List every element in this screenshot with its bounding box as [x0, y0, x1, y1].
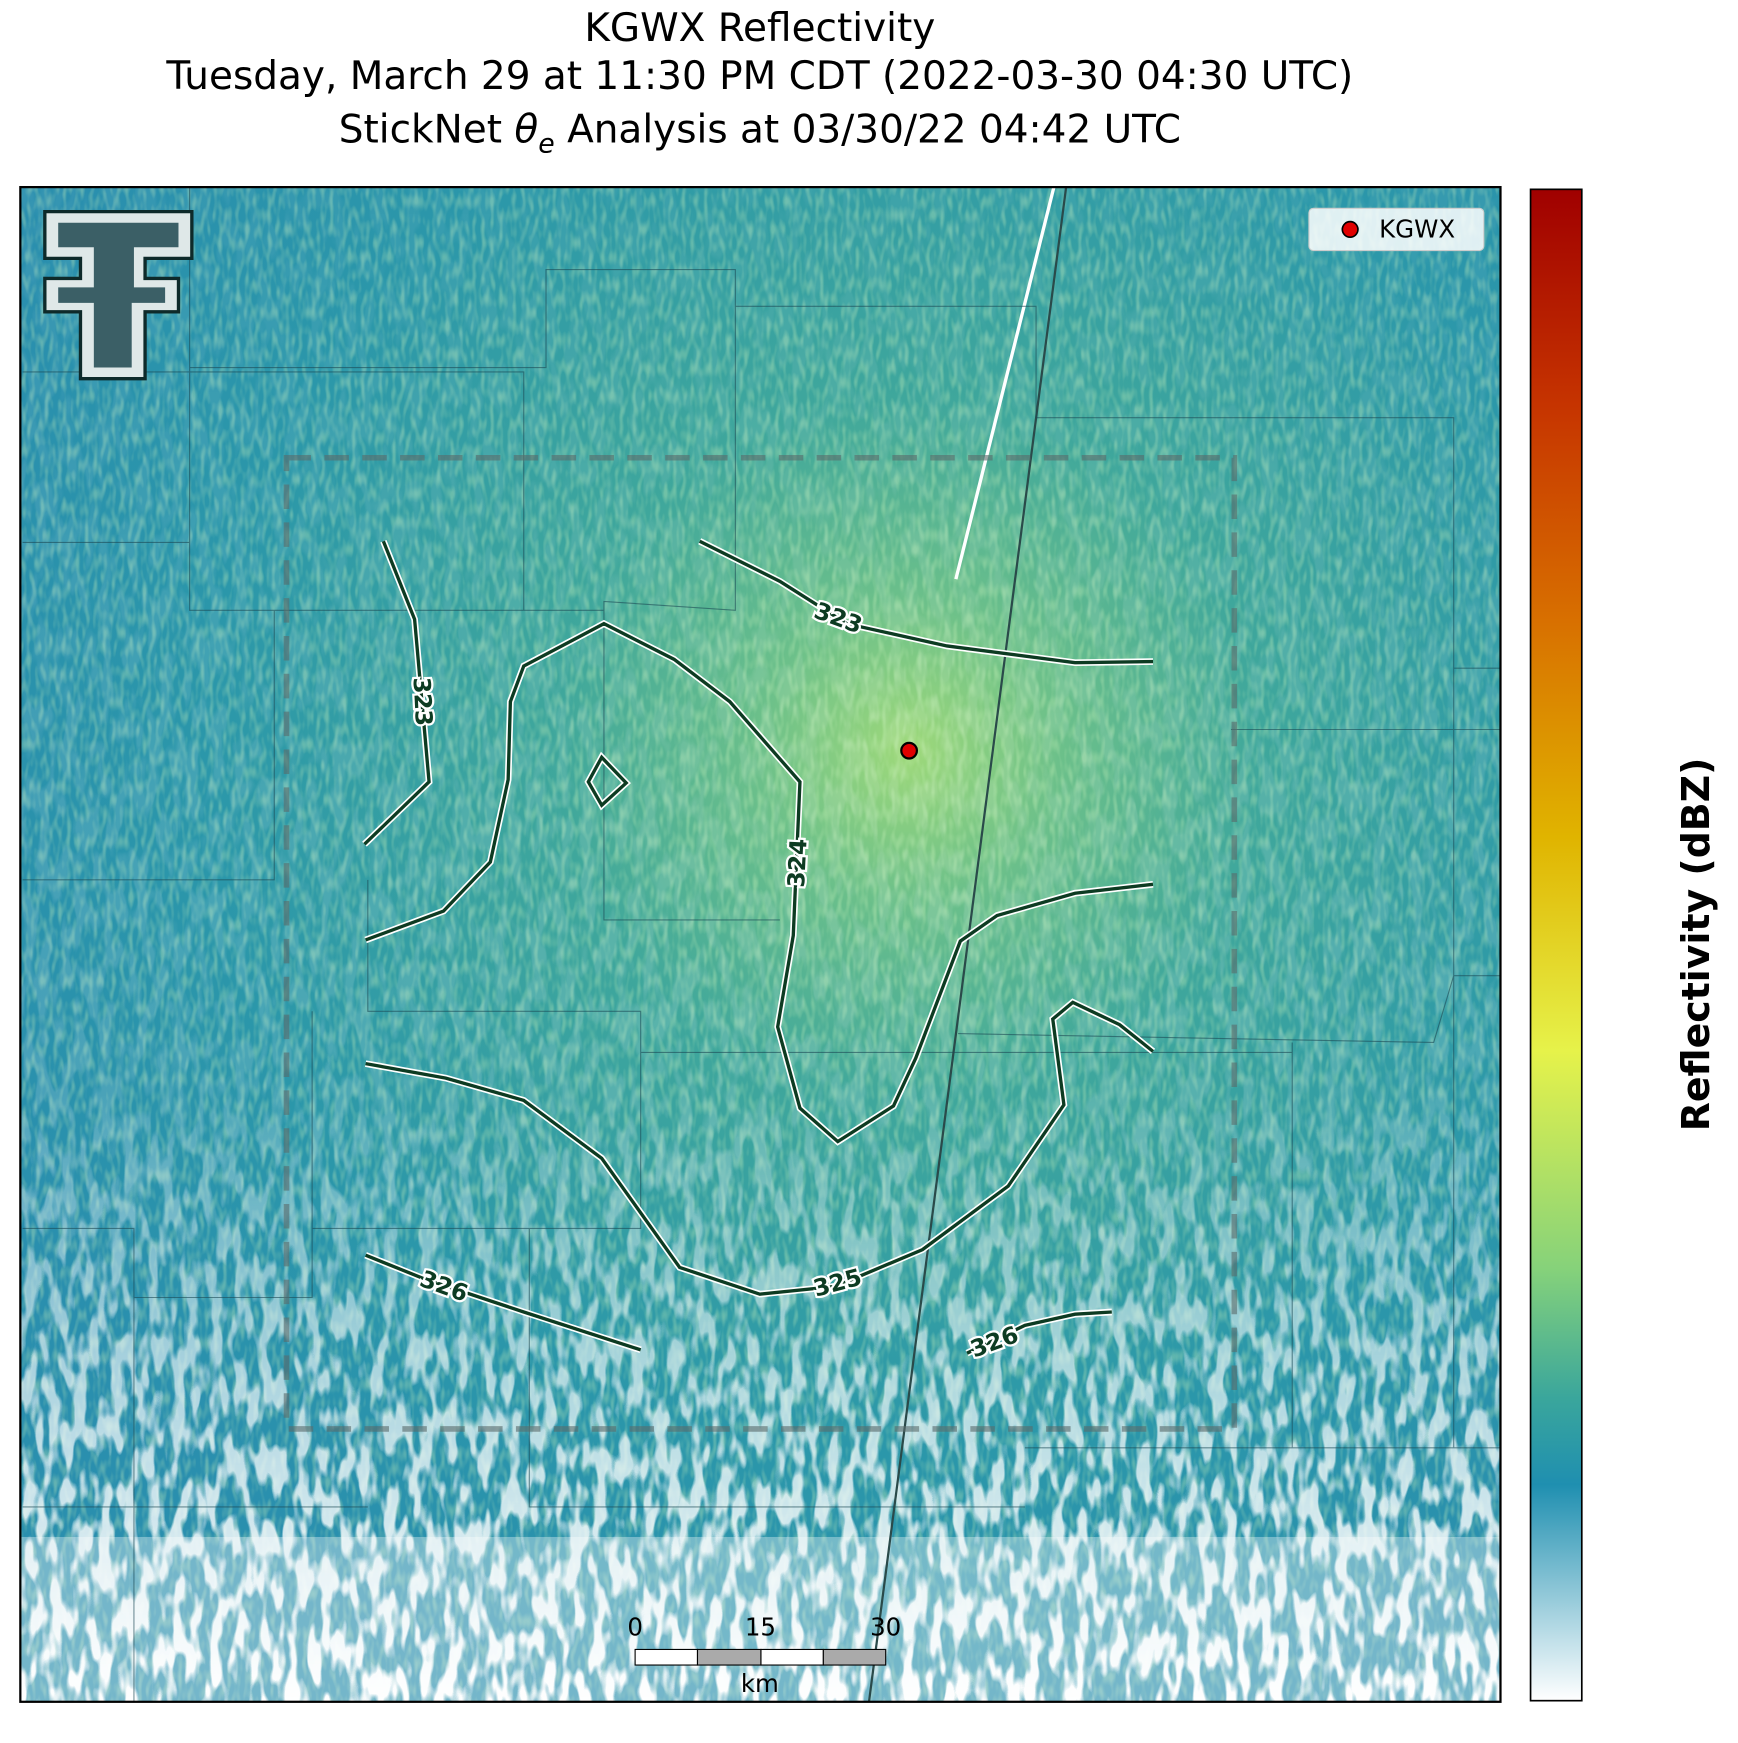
scale-tick-label: 30 — [870, 1612, 901, 1641]
title-part: Analysis at 03/30/22 04:42 UTC — [555, 108, 1181, 153]
scale-segment — [634, 1648, 699, 1666]
scale-bar: km 0 15 30 — [627, 1612, 901, 1698]
theta-symbol: θ — [514, 108, 538, 153]
contour-label: 323 — [408, 676, 439, 726]
analysis-title: StickNet θe Analysis at 03/30/22 04:42 U… — [339, 108, 1181, 160]
contour — [365, 1000, 1155, 1296]
radar-site-marker — [900, 741, 919, 760]
scale-unit: km — [741, 1669, 779, 1698]
legend: KGWX — [1308, 207, 1485, 252]
far-range-fade — [20, 1536, 1501, 1702]
scale-segment — [760, 1648, 824, 1666]
state-line — [867, 187, 1068, 1702]
scale-segment — [696, 1648, 762, 1666]
clear-air-speckle — [20, 187, 1501, 1702]
colorbar: Reflectivity (dBZ) — [1529, 188, 1718, 1702]
county-lines — [22, 187, 1501, 1702]
legend-marker — [1341, 220, 1359, 239]
colorbar-label: Reflectivity (dBZ) — [1674, 758, 1718, 1132]
title-line: KGWX Reflectivity — [584, 6, 935, 51]
radar-artifact — [954, 187, 1056, 580]
colorbar-ramp — [1529, 188, 1583, 1702]
theta-subscript: e — [538, 129, 554, 160]
legend-box — [1308, 207, 1485, 252]
contour — [586, 754, 629, 808]
map: 323 323 324 325 326 326 KGWX km 0 15 30 — [20, 187, 1501, 1702]
title-part: StickNet — [339, 108, 515, 153]
map-frame — [19, 185, 1502, 1703]
analysis-domain — [283, 454, 1238, 1432]
contour — [698, 539, 1154, 665]
scale-tick-label: 15 — [745, 1612, 776, 1641]
contour — [364, 1253, 642, 1352]
contour — [365, 621, 1154, 1144]
contour — [363, 540, 431, 846]
scale-segment — [822, 1648, 887, 1666]
logo — [43, 209, 194, 381]
title-line: Tuesday, March 29 at 11:30 PM CDT (2022-… — [165, 54, 1353, 99]
legend-label: KGWX — [1379, 215, 1455, 244]
scale-tick-label: 0 — [627, 1612, 643, 1641]
contour-label: 324 — [782, 838, 813, 888]
title: KGWX Reflectivity Tuesday, March 29 at 1… — [165, 6, 1353, 159]
contour — [966, 1310, 1112, 1355]
